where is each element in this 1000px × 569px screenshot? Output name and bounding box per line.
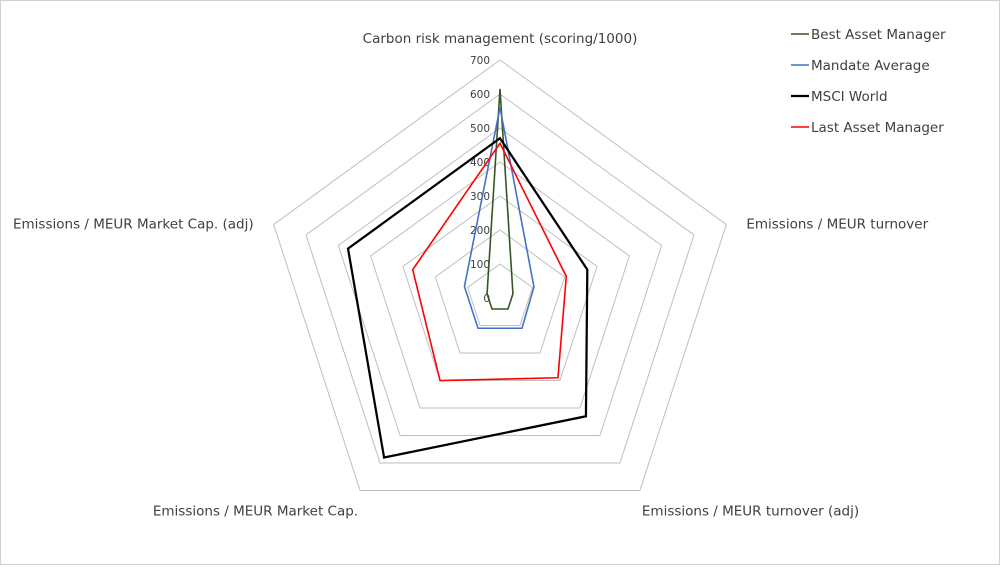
series-line-0 bbox=[486, 88, 514, 310]
series-lines bbox=[346, 88, 589, 459]
axis-label-3: Emissions / MEUR Market Cap. bbox=[153, 504, 358, 520]
tick-label: 200 bbox=[470, 225, 490, 237]
axis-label-4: Emissions / MEUR Market Cap. (adj) bbox=[13, 216, 254, 232]
grid-rings bbox=[273, 59, 727, 492]
axis-labels: Carbon risk management (scoring/1000) Emi… bbox=[13, 31, 929, 520]
tick-label: 300 bbox=[470, 191, 490, 203]
legend: Best Asset Manager Mandate Average MSCI Wo… bbox=[791, 27, 946, 136]
tick-label: 0 bbox=[483, 293, 490, 305]
grid-ring-300 bbox=[402, 195, 598, 382]
tick-label: 100 bbox=[470, 259, 490, 271]
legend-label: Mandate Average bbox=[811, 58, 930, 74]
axis-label-2: Emissions / MEUR turnover (adj) bbox=[642, 504, 859, 520]
legend-label: MSCI World bbox=[811, 89, 888, 105]
legend-label: Last Asset Manager bbox=[811, 120, 944, 136]
legend-label: Best Asset Manager bbox=[811, 27, 946, 43]
grid-ring-600 bbox=[305, 93, 695, 464]
series-line-1 bbox=[463, 107, 535, 330]
grid-ring-400 bbox=[370, 161, 630, 409]
axis-label-1: Emissions / MEUR turnover bbox=[746, 216, 928, 232]
series-line-2 bbox=[346, 136, 589, 459]
grid-ring-200 bbox=[434, 229, 566, 354]
tick-label: 600 bbox=[470, 89, 490, 101]
grid-ring-700 bbox=[273, 59, 727, 492]
grid-ring-100 bbox=[467, 263, 533, 327]
tick-label: 700 bbox=[470, 55, 490, 67]
axis-label-0: Carbon risk management (scoring/1000) bbox=[363, 31, 638, 47]
tick-label: 500 bbox=[470, 123, 490, 135]
grid-ring-500 bbox=[337, 127, 663, 437]
series-line-3 bbox=[411, 141, 568, 382]
